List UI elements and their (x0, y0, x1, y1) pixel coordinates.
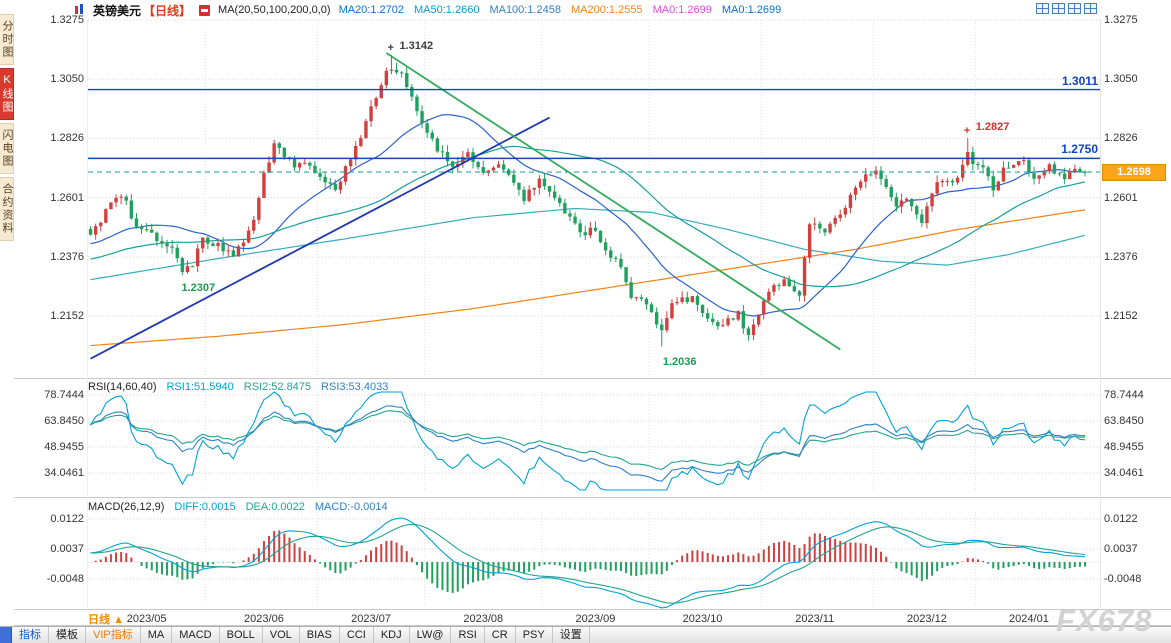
toolbar-button-15[interactable]: 设置 (553, 627, 590, 643)
rsi-value-1: RSI1:51.5940 (166, 380, 234, 393)
ma-value-5: MA0:1.2699 (652, 4, 712, 16)
ma-value-2: MA50:1.2660 (414, 4, 480, 16)
toolbar-button-8[interactable]: BIAS (300, 627, 340, 643)
rsi-value-3: RSI3:53.4033 (321, 380, 389, 393)
period-selector[interactable]: 日线 ▲ (88, 611, 124, 627)
ma-settings-icon[interactable] (199, 4, 211, 16)
toolbar-button-12[interactable]: RSI (451, 627, 485, 643)
toolbar-button-10[interactable]: KDJ (374, 627, 410, 643)
rsi-header: RSI(14,60,40) RSI1:51.5940 RSI2:52.8475 RS… (88, 380, 388, 393)
bottom-toolbar: 指标 模板 VIP指标 MA MACD BOLL VOL BIAS CCI KDJ LW@ RSI CR… (0, 626, 1171, 643)
ma-value-1: MA20:1.2702 (338, 4, 404, 16)
rsi-value-2: RSI2:52.8475 (243, 380, 312, 393)
symbol-title: 英镑美元 (93, 3, 142, 18)
layout-split-icon[interactable] (1068, 3, 1081, 14)
rsi-indicator-label: RSI(14,60,40) (88, 380, 157, 393)
ma-value-6: MA0:1.2699 (721, 4, 782, 16)
macd-indicator-label: MACD(26,12,9) (88, 500, 165, 513)
horizontal-levels (88, 88, 1100, 173)
layout-kline-icon[interactable] (1036, 3, 1049, 14)
candlestick-series (88, 55, 1087, 347)
toolbar-button-13[interactable]: CR (485, 627, 516, 643)
period-tag: 【日线】 (143, 3, 192, 18)
ma-values: MA20:1.2702 MA50:1.2660 MA100:1.2458 MA200:… (339, 4, 782, 16)
sidebar: 分时图 K线图闪电图合约资料 (0, 14, 14, 241)
sidebar-tab-3[interactable]: 闪电图 (0, 123, 14, 174)
main-chart-header: 英镑美元 【日线】 MA(20,50,100,200,0,0) MA20:1.2… (74, 2, 781, 18)
chevron-up-icon: ▲ (113, 614, 124, 626)
layout-quad-icon[interactable] (1084, 3, 1097, 14)
sidebar-tab-4[interactable]: 合约资料 (0, 177, 14, 241)
toolbar-corner-icon[interactable] (0, 627, 12, 643)
ma-group-label: MA(20,50,100,200,0,0) (218, 4, 331, 16)
sidebar-tab-2[interactable]: K线图 (0, 68, 14, 120)
ma-value-4: MA200:1.2555 (571, 4, 643, 16)
toolbar-button-1[interactable]: 指标 (12, 627, 49, 643)
trend-lines (90, 52, 841, 360)
macd-value-1: DIFF:0.0015 (174, 500, 236, 513)
toolbar-button-11[interactable]: LW@ (410, 627, 452, 643)
rsi-values: RSI1:51.5940 RSI2:52.8475 RSI3:53.4033 (166, 381, 388, 393)
sidebar-tab-1[interactable]: 分时图 (0, 14, 14, 65)
grid-lines (14, 19, 1171, 626)
toolbar-button-2[interactable]: 模板 (49, 627, 86, 643)
toolbar-button-4[interactable]: MA (141, 627, 173, 643)
macd-value-3: MACD:-0.0014 (314, 500, 388, 513)
period-selector-label: 日线 (88, 614, 110, 626)
macd-header: MACD(26,12,9) DIFF:0.0015 DEA:0.0022 MACD:… (88, 500, 388, 513)
toolbar-button-5[interactable]: MACD (172, 627, 220, 643)
toolbar-button-6[interactable]: BOLL (220, 627, 263, 643)
macd-values: DIFF:0.0015 DEA:0.0022 MACD:-0.0014 (174, 501, 387, 513)
ma-value-3: MA100:1.2458 (489, 4, 561, 16)
macd-panel (89, 517, 1087, 609)
header-layout-icons (1036, 3, 1097, 14)
moving-average-lines (90, 114, 1086, 347)
layout-grid-icon[interactable] (1052, 3, 1065, 14)
toolbar-button-9[interactable]: CCI (340, 627, 374, 643)
toolbar-button-7[interactable]: VOL (263, 627, 300, 643)
toolbar-button-14[interactable]: PSY (516, 627, 553, 643)
toolbar-button-3[interactable]: VIP指标 (86, 627, 141, 643)
kline-icon (74, 4, 85, 16)
toolbar-buttons: 指标 模板 VIP指标 MA MACD BOLL VOL BIAS CCI KDJ LW@ RSI CR… (12, 627, 590, 643)
macd-value-2: DEA:0.0022 (245, 500, 305, 513)
rsi-lines (90, 391, 1086, 491)
